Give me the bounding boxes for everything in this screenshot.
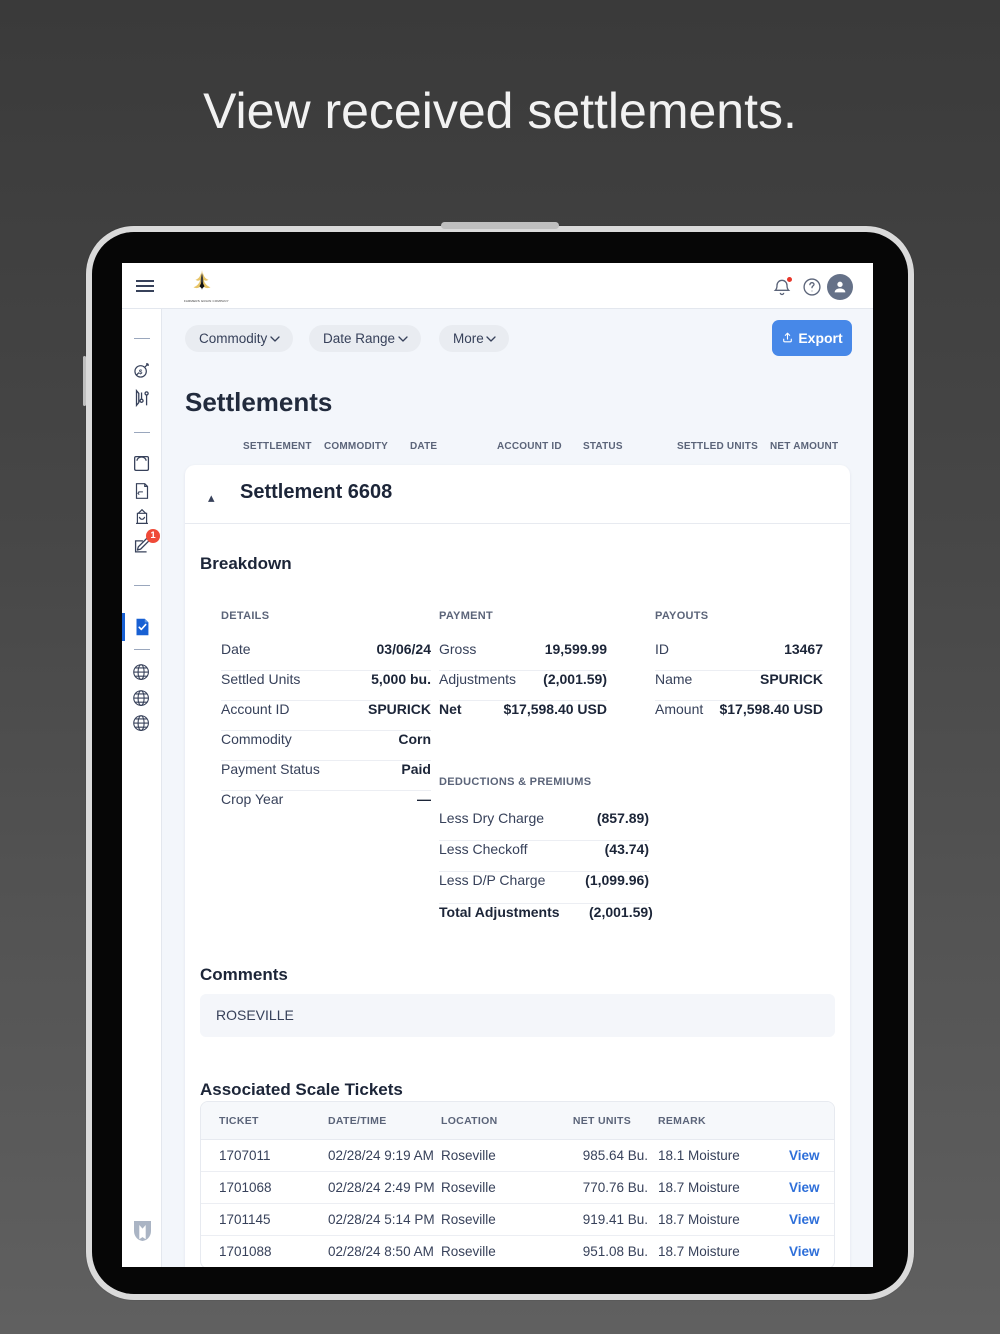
svg-text:$: $ bbox=[139, 369, 143, 376]
